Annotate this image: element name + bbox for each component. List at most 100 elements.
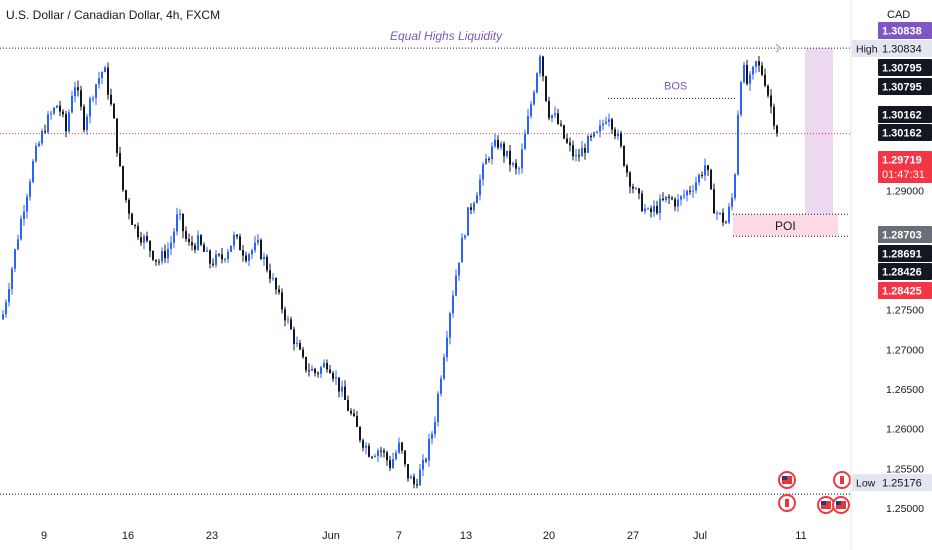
candle-body [41, 131, 43, 144]
candle-body [125, 190, 127, 201]
price-label-text: 1.25176 [882, 478, 922, 490]
candle-body [158, 261, 160, 263]
candle-body [398, 442, 400, 453]
candle-body [131, 213, 133, 225]
candle-body [86, 116, 88, 130]
y-axis-tick-label: 1.25500 [886, 463, 924, 475]
candle-body [167, 248, 169, 259]
candle-body [602, 123, 604, 126]
candle-body [500, 143, 502, 148]
candle-body [650, 208, 652, 212]
candle-body [179, 213, 181, 215]
candle-body [494, 139, 496, 147]
candle-body [605, 121, 607, 124]
candle-body [626, 165, 628, 173]
candle-body [5, 302, 7, 315]
candle-body [143, 236, 145, 243]
candle-body [584, 148, 586, 153]
candle-body [770, 95, 772, 107]
candle-body [278, 289, 280, 293]
candle-body [269, 270, 271, 279]
candle-body [689, 190, 691, 192]
candle-body [632, 186, 634, 189]
candle-body [692, 190, 694, 192]
candle-body [32, 161, 34, 182]
candle-body [695, 182, 697, 191]
candle-body [740, 82, 742, 115]
price-label-box [878, 226, 932, 243]
candle-body [323, 362, 325, 368]
candle-body [446, 337, 448, 358]
price-label-text: 1.30162 [882, 110, 922, 122]
price-label-box [878, 59, 932, 76]
price-label-text: 1.30162 [882, 128, 922, 140]
candle-body [116, 118, 118, 153]
candle-body [395, 452, 397, 460]
x-axis-tick-label: 23 [206, 530, 218, 542]
candle-body [251, 250, 253, 255]
candle-body [668, 196, 670, 198]
candle-body [767, 85, 769, 96]
candle-body [743, 65, 745, 83]
candle-body [611, 119, 613, 130]
candle-body [155, 259, 157, 262]
price-label-text: 1.30795 [882, 63, 922, 75]
candle-body [485, 158, 487, 165]
candle-body [35, 145, 37, 162]
candle-body [641, 193, 643, 212]
y-axis-tick-label: 1.26500 [886, 384, 924, 396]
price-tag-box [852, 474, 878, 491]
candle-body [266, 256, 268, 271]
candle-body [371, 456, 373, 458]
candle-body [176, 214, 178, 232]
candle-body [20, 218, 22, 240]
candle-body [503, 143, 505, 157]
candle-body [119, 152, 121, 167]
event-flag-us-canton [821, 501, 826, 505]
candle-body [473, 203, 475, 211]
candle-body [596, 131, 598, 133]
candle-body [368, 445, 370, 457]
projection-zone [805, 48, 833, 215]
candle-body [194, 245, 196, 250]
candle-body [539, 56, 541, 74]
event-flag-ca-fill [785, 499, 789, 507]
candle-body [491, 146, 493, 160]
candle-body [191, 242, 193, 246]
candle-body [122, 166, 124, 191]
candle-body [386, 452, 388, 461]
candle-body [353, 413, 355, 416]
candle-body [542, 56, 544, 77]
candle-body [449, 313, 451, 338]
candle-body [761, 65, 763, 75]
price-label-box [878, 78, 932, 95]
candle-body [314, 368, 316, 374]
candle-body [53, 107, 55, 114]
candle-body [203, 244, 205, 252]
price-tag-text: Low [856, 478, 876, 490]
candle-body [380, 450, 382, 452]
candle-body [14, 249, 16, 269]
price-label-box [878, 22, 932, 39]
candle-body [38, 143, 40, 146]
y-axis-tick-label: 1.26000 [886, 424, 924, 436]
candle-body [410, 476, 412, 479]
candle-body [284, 309, 286, 321]
price-label-text: 1.29719 [882, 155, 922, 167]
candle-body [590, 136, 592, 138]
x-axis-tick-label: 13 [460, 530, 472, 542]
currency-label: CAD [887, 9, 910, 21]
candle-body [317, 373, 319, 375]
candle-body [65, 114, 67, 132]
price-label-text: 1.28425 [882, 286, 922, 298]
price-label-box [878, 245, 932, 262]
candle-body [422, 459, 424, 470]
candle-body [479, 179, 481, 196]
poi-zone [733, 214, 838, 237]
candle-body [674, 199, 676, 207]
bos-label: BOS [664, 80, 687, 92]
candle-body [245, 255, 247, 261]
candle-body [101, 72, 103, 79]
